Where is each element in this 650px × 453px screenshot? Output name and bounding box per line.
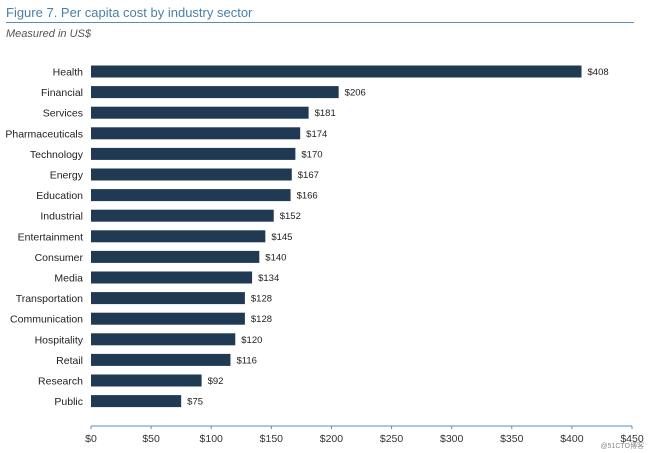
bar [91, 250, 260, 263]
value-label: $116 [236, 355, 256, 366]
value-label: $145 [271, 232, 292, 243]
value-label: $167 [298, 170, 319, 181]
category-label: Hospitality [35, 334, 84, 346]
x-tick-label: $300 [440, 433, 464, 445]
bar [91, 374, 202, 387]
value-label: $120 [241, 335, 262, 346]
x-tick-label: $150 [260, 433, 284, 445]
bar [91, 189, 291, 202]
value-label: $166 [297, 191, 318, 202]
category-label: Services [43, 108, 83, 120]
category-label: Financial [41, 87, 83, 99]
bar [91, 292, 245, 305]
x-tick-label: $200 [320, 433, 344, 445]
category-label: Education [36, 190, 83, 202]
figure-title: Figure 7. Per capita cost by industry se… [6, 5, 253, 20]
bar [91, 395, 182, 408]
bar [91, 147, 296, 160]
bar [91, 106, 309, 119]
category-label: Technology [30, 149, 84, 161]
category-label: Pharmaceuticals [5, 128, 83, 140]
category-label: Public [54, 396, 83, 408]
value-label: $174 [306, 129, 327, 140]
x-tick-label: $250 [380, 433, 404, 445]
x-tick-label: $100 [200, 433, 224, 445]
x-tick-label: $50 [142, 433, 160, 445]
value-label: $140 [265, 252, 286, 263]
category-label: Energy [50, 170, 84, 182]
bar [91, 271, 253, 284]
value-label: $134 [258, 273, 279, 284]
bar [91, 127, 301, 140]
value-label: $152 [280, 211, 301, 222]
category-label: Media [54, 273, 83, 285]
value-label: $181 [315, 108, 336, 119]
bar [91, 168, 292, 181]
watermark: @51CTO博客 [600, 443, 644, 450]
category-label: Communication [10, 314, 83, 326]
category-label: Entertainment [18, 231, 83, 243]
x-tick-label: $0 [85, 433, 97, 445]
category-label: Consumer [35, 252, 84, 264]
bar [91, 209, 274, 222]
category-label: Retail [56, 355, 83, 367]
figure-subtitle: Measured in US$ [6, 28, 91, 40]
bar [91, 312, 245, 325]
value-label: $206 [345, 88, 366, 99]
bar [91, 230, 266, 243]
bar [91, 65, 582, 78]
value-label: $170 [301, 149, 322, 160]
x-tick-label: $450 [620, 433, 644, 445]
category-label: Health [53, 67, 84, 79]
category-label: Research [38, 376, 83, 388]
value-label: $75 [187, 397, 203, 408]
bar [91, 86, 339, 99]
category-label: Industrial [40, 211, 83, 223]
bar [91, 333, 236, 346]
title-divider [6, 22, 634, 23]
value-label: $128 [251, 314, 272, 325]
value-label: $92 [208, 376, 224, 387]
value-label: $128 [251, 294, 272, 305]
bar [91, 353, 231, 366]
x-tick-label: $350 [500, 433, 524, 445]
x-tick-label: $400 [560, 433, 584, 445]
value-label: $408 [588, 67, 609, 78]
category-label: Transportation [16, 293, 83, 305]
